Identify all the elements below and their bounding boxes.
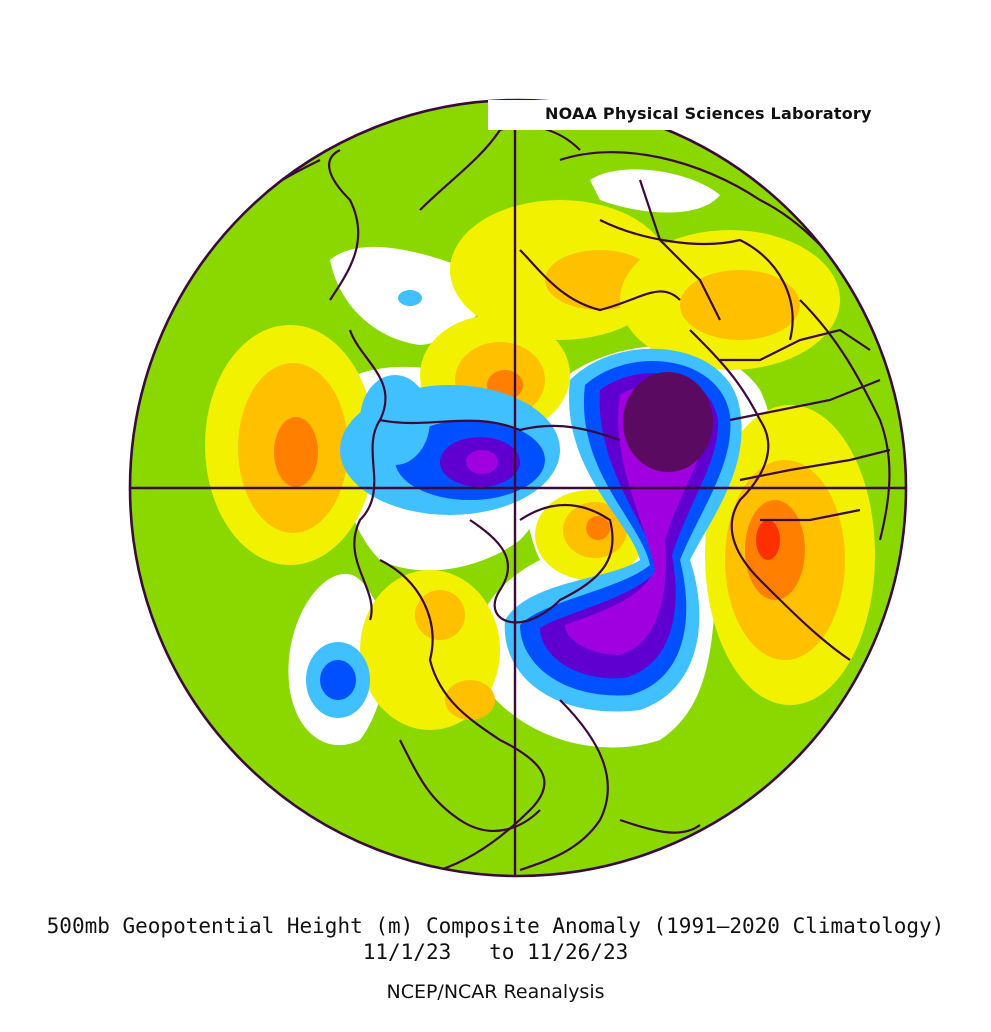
- credit-label: NOAA Physical Sciences Laboratory: [545, 104, 872, 123]
- positive-anomaly-region: [756, 520, 780, 560]
- negative-anomaly-region: [360, 375, 430, 465]
- map-source: NCEP/NCAR Reanalysis: [386, 981, 605, 1003]
- negative-anomaly-region: [320, 660, 356, 700]
- credit-label-box: [488, 100, 908, 130]
- negative-anomaly-region: [398, 290, 422, 306]
- positive-anomaly-region: [445, 680, 495, 720]
- positive-anomaly-region: [274, 417, 318, 487]
- anomaly-field: [130, 100, 906, 876]
- negative-anomaly-region: [623, 372, 713, 472]
- map-date-range: 11/1/23 to 11/26/23: [362, 940, 629, 964]
- negative-anomaly-region: [466, 450, 498, 474]
- positive-anomaly-region: [415, 590, 465, 640]
- positive-anomaly-region: [586, 516, 610, 540]
- near-zero-region: [590, 169, 720, 213]
- positive-anomaly-region: [680, 270, 800, 340]
- map-title: 500mb Geopotential Height (m) Composite …: [46, 914, 945, 938]
